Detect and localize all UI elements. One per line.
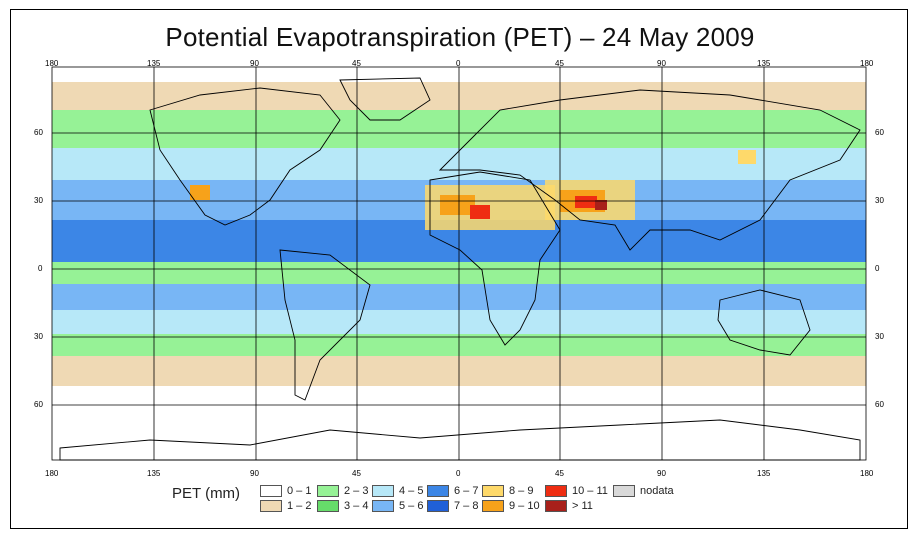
lon-top-135e: 135 [757, 59, 771, 68]
lat-left-0: 0 [38, 264, 43, 273]
legend-label-9-10: 9 – 10 [509, 500, 540, 512]
legend-swatch-gt-11 [545, 500, 567, 512]
legend-swatch-5-6 [372, 500, 394, 512]
figure-frame [10, 9, 908, 529]
africa-outline [429, 171, 561, 346]
lon-bottom-135e: 135 [757, 469, 771, 478]
lat-right-60n: 60 [875, 128, 884, 137]
map-title: Potential Evapotranspiration (PET) – 24 … [165, 22, 755, 52]
lon-bottom-135w: 135 [147, 469, 161, 478]
legend-swatch-0-1 [260, 485, 282, 497]
legend-label-5-6: 5 – 6 [399, 500, 424, 512]
legend-label-gt-11: > 11 [572, 500, 593, 512]
coastlines [59, 77, 861, 461]
lat-right-30s: 30 [875, 332, 884, 341]
lat-left-30s: 30 [34, 332, 43, 341]
legend-label-8-9: 8 – 9 [509, 485, 534, 497]
lon-bottom-0: 0 [456, 469, 461, 478]
north-america-outline [149, 87, 341, 226]
legend-swatch-6-7 [427, 485, 449, 497]
legend-swatch-3-4 [317, 500, 339, 512]
legend-label-0-1: 0 – 1 [287, 485, 312, 497]
legend-swatch-7-8 [427, 500, 449, 512]
lon-bottom-180e: 180 [860, 469, 874, 478]
legend-swatch-2-3 [317, 485, 339, 497]
lon-bottom-45e: 45 [555, 469, 564, 478]
legend-swatch-9-10 [482, 500, 504, 512]
lat-left-60s: 60 [34, 400, 43, 409]
lon-top-180e: 180 [860, 59, 874, 68]
lat-right-0: 0 [875, 264, 880, 273]
lat-left-60n: 60 [34, 128, 43, 137]
lon-top-45w: 45 [352, 59, 361, 68]
legend-label-7-8: 7 – 8 [454, 500, 479, 512]
lon-top-180w: 180 [45, 59, 59, 68]
legend-unit-label: PET (mm) [172, 485, 241, 502]
lon-bottom-180w: 180 [45, 469, 59, 478]
legend-swatch-nodata [613, 485, 635, 497]
legend-swatch-10-11 [545, 485, 567, 497]
lon-top-45e: 45 [555, 59, 564, 68]
lon-top-90e: 90 [657, 59, 666, 68]
legend-label-nodata: nodata [640, 485, 674, 497]
legend-label-4-5: 4 – 5 [399, 485, 424, 497]
legend-label-3-4: 3 – 4 [344, 500, 369, 512]
lon-bottom-45w: 45 [352, 469, 361, 478]
lat-right-60s: 60 [875, 400, 884, 409]
australia-outline [717, 289, 811, 356]
legend-swatch-4-5 [372, 485, 394, 497]
legend-swatch-8-9 [482, 485, 504, 497]
legend-label-2-3: 2 – 3 [344, 485, 369, 497]
lat-right-30n: 30 [875, 196, 884, 205]
lon-top-135w: 135 [147, 59, 161, 68]
lat-left-30n: 30 [34, 196, 43, 205]
antarctica-outline [59, 419, 861, 461]
lon-bottom-90e: 90 [657, 469, 666, 478]
south-america-outline [279, 249, 371, 401]
eurasia-outline [438, 89, 861, 251]
graticule [51, 66, 867, 461]
legend-label-6-7: 6 – 7 [454, 485, 479, 497]
lon-top-90w: 90 [250, 59, 259, 68]
legend-label-10-11: 10 – 11 [572, 485, 608, 497]
legend-label-1-2: 1 – 2 [287, 500, 312, 512]
lon-top-0: 0 [456, 59, 461, 68]
greenland-outline [339, 77, 431, 121]
lon-bottom-90w: 90 [250, 469, 259, 478]
legend-swatch-1-2 [260, 500, 282, 512]
